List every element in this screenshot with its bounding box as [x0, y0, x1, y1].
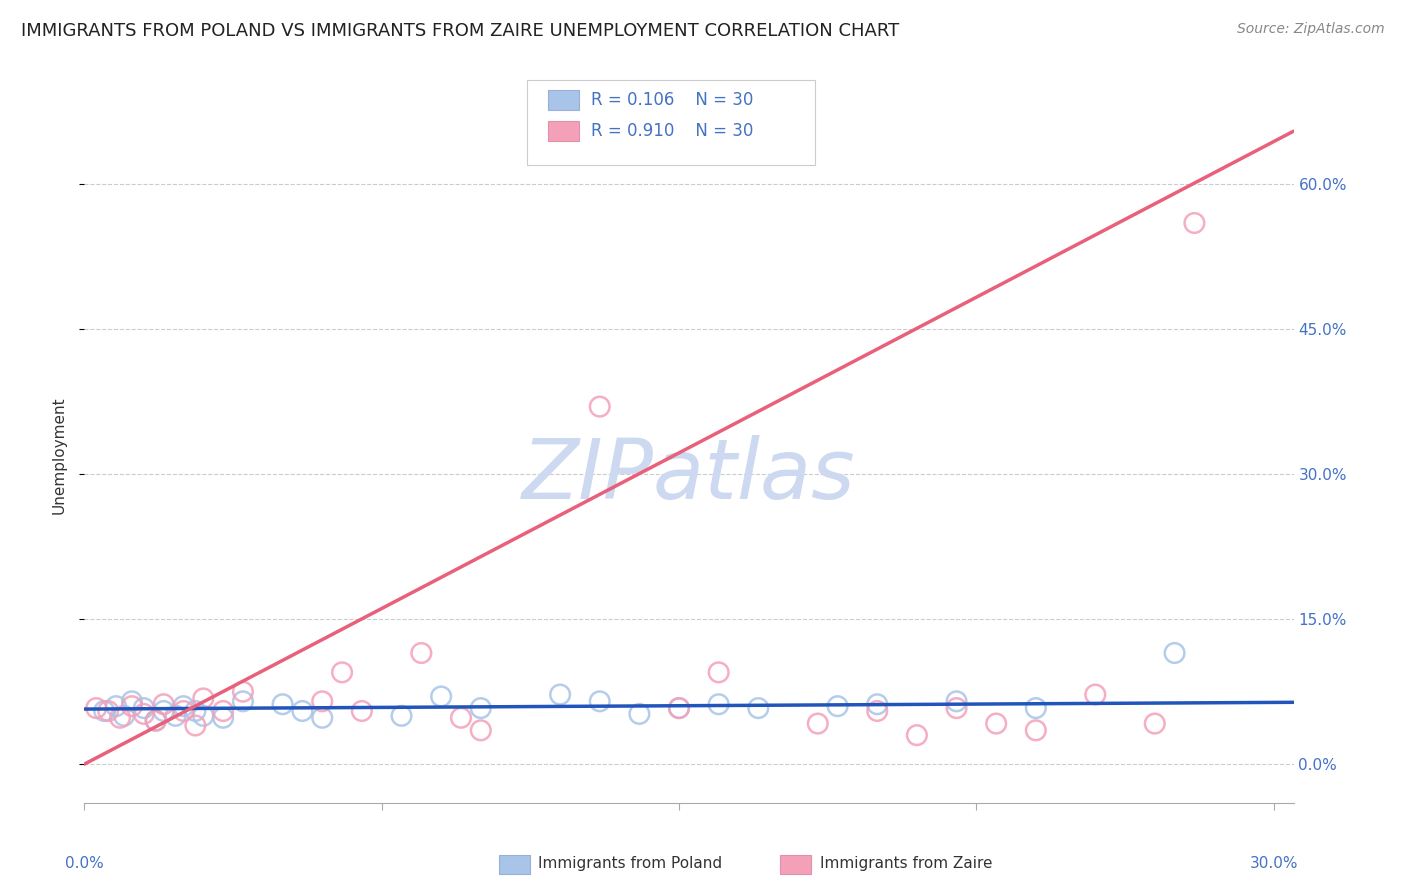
- Point: [628, 706, 651, 721]
- Point: [1025, 701, 1047, 715]
- Point: [866, 698, 889, 712]
- Point: [311, 694, 333, 708]
- Point: [232, 684, 254, 698]
- Point: [589, 694, 612, 708]
- Point: [1184, 216, 1206, 230]
- Point: [172, 704, 194, 718]
- Point: [145, 714, 167, 728]
- Point: [93, 704, 115, 718]
- Point: [132, 701, 155, 715]
- Point: [132, 706, 155, 721]
- Point: [165, 708, 187, 723]
- Text: Immigrants from Poland: Immigrants from Poland: [538, 856, 723, 871]
- Text: 0.0%: 0.0%: [65, 856, 104, 871]
- Point: [1025, 723, 1047, 738]
- Point: [470, 701, 492, 715]
- Point: [668, 701, 690, 715]
- Point: [193, 691, 215, 706]
- Point: [945, 701, 967, 715]
- Point: [450, 711, 472, 725]
- Point: [411, 646, 433, 660]
- Point: [145, 714, 167, 728]
- Point: [430, 690, 453, 704]
- Point: [184, 718, 207, 732]
- Text: Source: ZipAtlas.com: Source: ZipAtlas.com: [1237, 22, 1385, 37]
- Point: [172, 699, 194, 714]
- Point: [212, 711, 235, 725]
- Point: [212, 704, 235, 718]
- Point: [184, 704, 207, 718]
- Point: [945, 694, 967, 708]
- Point: [97, 704, 120, 718]
- Point: [470, 723, 492, 738]
- Point: [866, 704, 889, 718]
- Text: R = 0.910    N = 30: R = 0.910 N = 30: [591, 122, 752, 140]
- Point: [311, 711, 333, 725]
- Point: [291, 704, 314, 718]
- Point: [121, 699, 143, 714]
- Point: [271, 698, 294, 712]
- Point: [986, 716, 1008, 731]
- Point: [707, 665, 730, 680]
- Point: [108, 711, 131, 725]
- Point: [1084, 688, 1107, 702]
- Point: [548, 688, 571, 702]
- Point: [1163, 646, 1185, 660]
- Point: [707, 698, 730, 712]
- Text: R = 0.106    N = 30: R = 0.106 N = 30: [591, 91, 752, 109]
- Y-axis label: Unemployment: Unemployment: [51, 396, 66, 514]
- Point: [152, 698, 174, 712]
- Point: [330, 665, 353, 680]
- Point: [668, 701, 690, 715]
- Point: [391, 708, 413, 723]
- Point: [1143, 716, 1166, 731]
- Text: ZIPatlas: ZIPatlas: [522, 435, 856, 516]
- Point: [350, 704, 373, 718]
- Point: [112, 708, 135, 723]
- Point: [84, 701, 107, 715]
- Point: [905, 728, 928, 742]
- Point: [232, 694, 254, 708]
- Text: 30.0%: 30.0%: [1250, 856, 1298, 871]
- Point: [589, 400, 612, 414]
- Point: [152, 704, 174, 718]
- Point: [105, 699, 128, 714]
- Text: IMMIGRANTS FROM POLAND VS IMMIGRANTS FROM ZAIRE UNEMPLOYMENT CORRELATION CHART: IMMIGRANTS FROM POLAND VS IMMIGRANTS FRO…: [21, 22, 900, 40]
- Point: [121, 694, 143, 708]
- Point: [193, 708, 215, 723]
- Point: [807, 716, 830, 731]
- Point: [827, 699, 849, 714]
- Text: Immigrants from Zaire: Immigrants from Zaire: [820, 856, 993, 871]
- Point: [747, 701, 769, 715]
